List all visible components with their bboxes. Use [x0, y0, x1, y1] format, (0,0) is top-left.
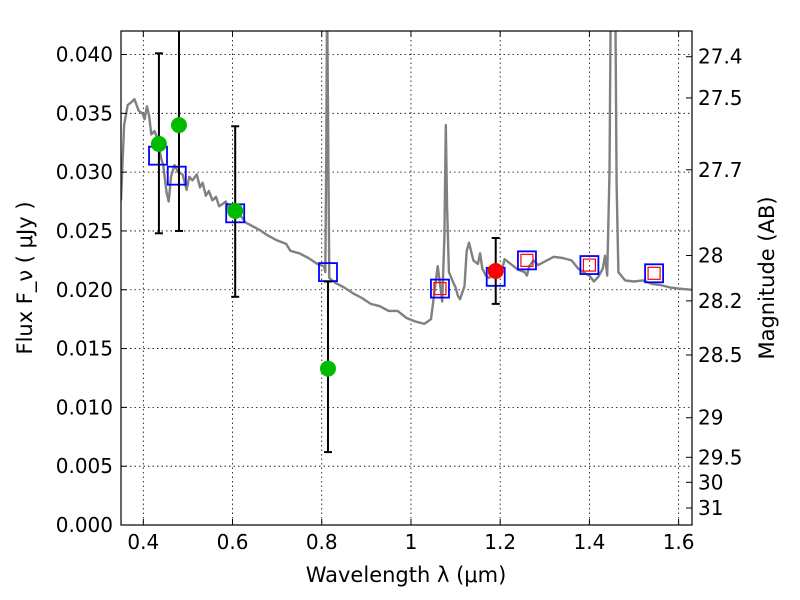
observed-flux-point [170, 117, 187, 134]
y-tick-label: 0.010 [56, 395, 113, 419]
y-tick-label: 0.030 [56, 160, 113, 184]
synthetic-photometry-square [433, 281, 447, 296]
magnitude-tick-label: 30 [698, 470, 723, 494]
x-tick-label: 1.4 [573, 530, 605, 554]
model-photometry-square [430, 278, 450, 299]
magnitude-tick-label: 27.5 [698, 86, 743, 110]
y-axis-title-text: Flux F_ν ( μJy ) [13, 201, 38, 354]
model-photometry-square [517, 250, 537, 271]
y-tick-label: 0.020 [56, 278, 113, 302]
y-tick-label: 0.025 [56, 219, 113, 243]
model-spectrum-line [121, 31, 692, 326]
synthetic-photometry-square [582, 258, 596, 272]
magnitude-tick-label: 28.5 [698, 343, 743, 367]
plot-frame [120, 30, 693, 526]
plot-area [121, 31, 692, 454]
magnitude-tick-label: 28 [698, 244, 723, 268]
x-axis-title: Wavelength λ (μm) [306, 563, 507, 587]
y-axis-title: Flux F_ν ( μJy ) [13, 201, 38, 354]
observed-flux-point [227, 202, 244, 219]
y-tick-label: 0.040 [56, 43, 113, 67]
x-tick-label: 1.2 [484, 530, 516, 554]
observed-flux-point [487, 262, 504, 279]
axes: 0.4 0.6 0.8 1 1.2 1.4 1.6 0.000 0.005 0.010 0.015 0… [56, 31, 743, 554]
y-tick-label: 0.015 [56, 337, 113, 361]
plot-content [121, 31, 692, 454]
x-tick-label: 1.6 [663, 530, 695, 554]
x-tick-label: 1 [405, 530, 418, 554]
x-tick-label: 0.8 [306, 530, 338, 554]
x-tick-label: 0.4 [127, 530, 159, 554]
y-right-axis-title: Magnitude (AB) [755, 196, 779, 359]
model-photometry-square [644, 263, 664, 284]
synthetic-photometry-square [647, 266, 661, 280]
magnitude-tick-label: 27.4 [698, 45, 743, 69]
observed-flux-point [319, 360, 336, 377]
grid [121, 31, 692, 525]
y-tick-label: 0.005 [56, 454, 113, 478]
y-right-axis-title-text: Magnitude (AB) [755, 196, 779, 359]
observed-flux-point [150, 135, 167, 152]
synthetic-photometry-square [520, 253, 534, 267]
model-photometry-square [166, 165, 187, 186]
magnitude-tick-label: 27.7 [698, 158, 743, 182]
magnitude-tick-label: 28.2 [698, 289, 743, 313]
model-photometry-square [579, 255, 600, 275]
magnitude-tick-label: 31 [698, 496, 723, 520]
y-tick-label: 0.035 [56, 101, 113, 125]
x-tick-label: 0.6 [217, 530, 249, 554]
y-tick-label: 0.000 [56, 513, 113, 537]
magnitude-tick-label: 29.5 [698, 445, 743, 469]
x-axis-title-text: Wavelength λ (μm) [306, 563, 507, 587]
magnitude-tick-label: 29 [698, 406, 723, 430]
